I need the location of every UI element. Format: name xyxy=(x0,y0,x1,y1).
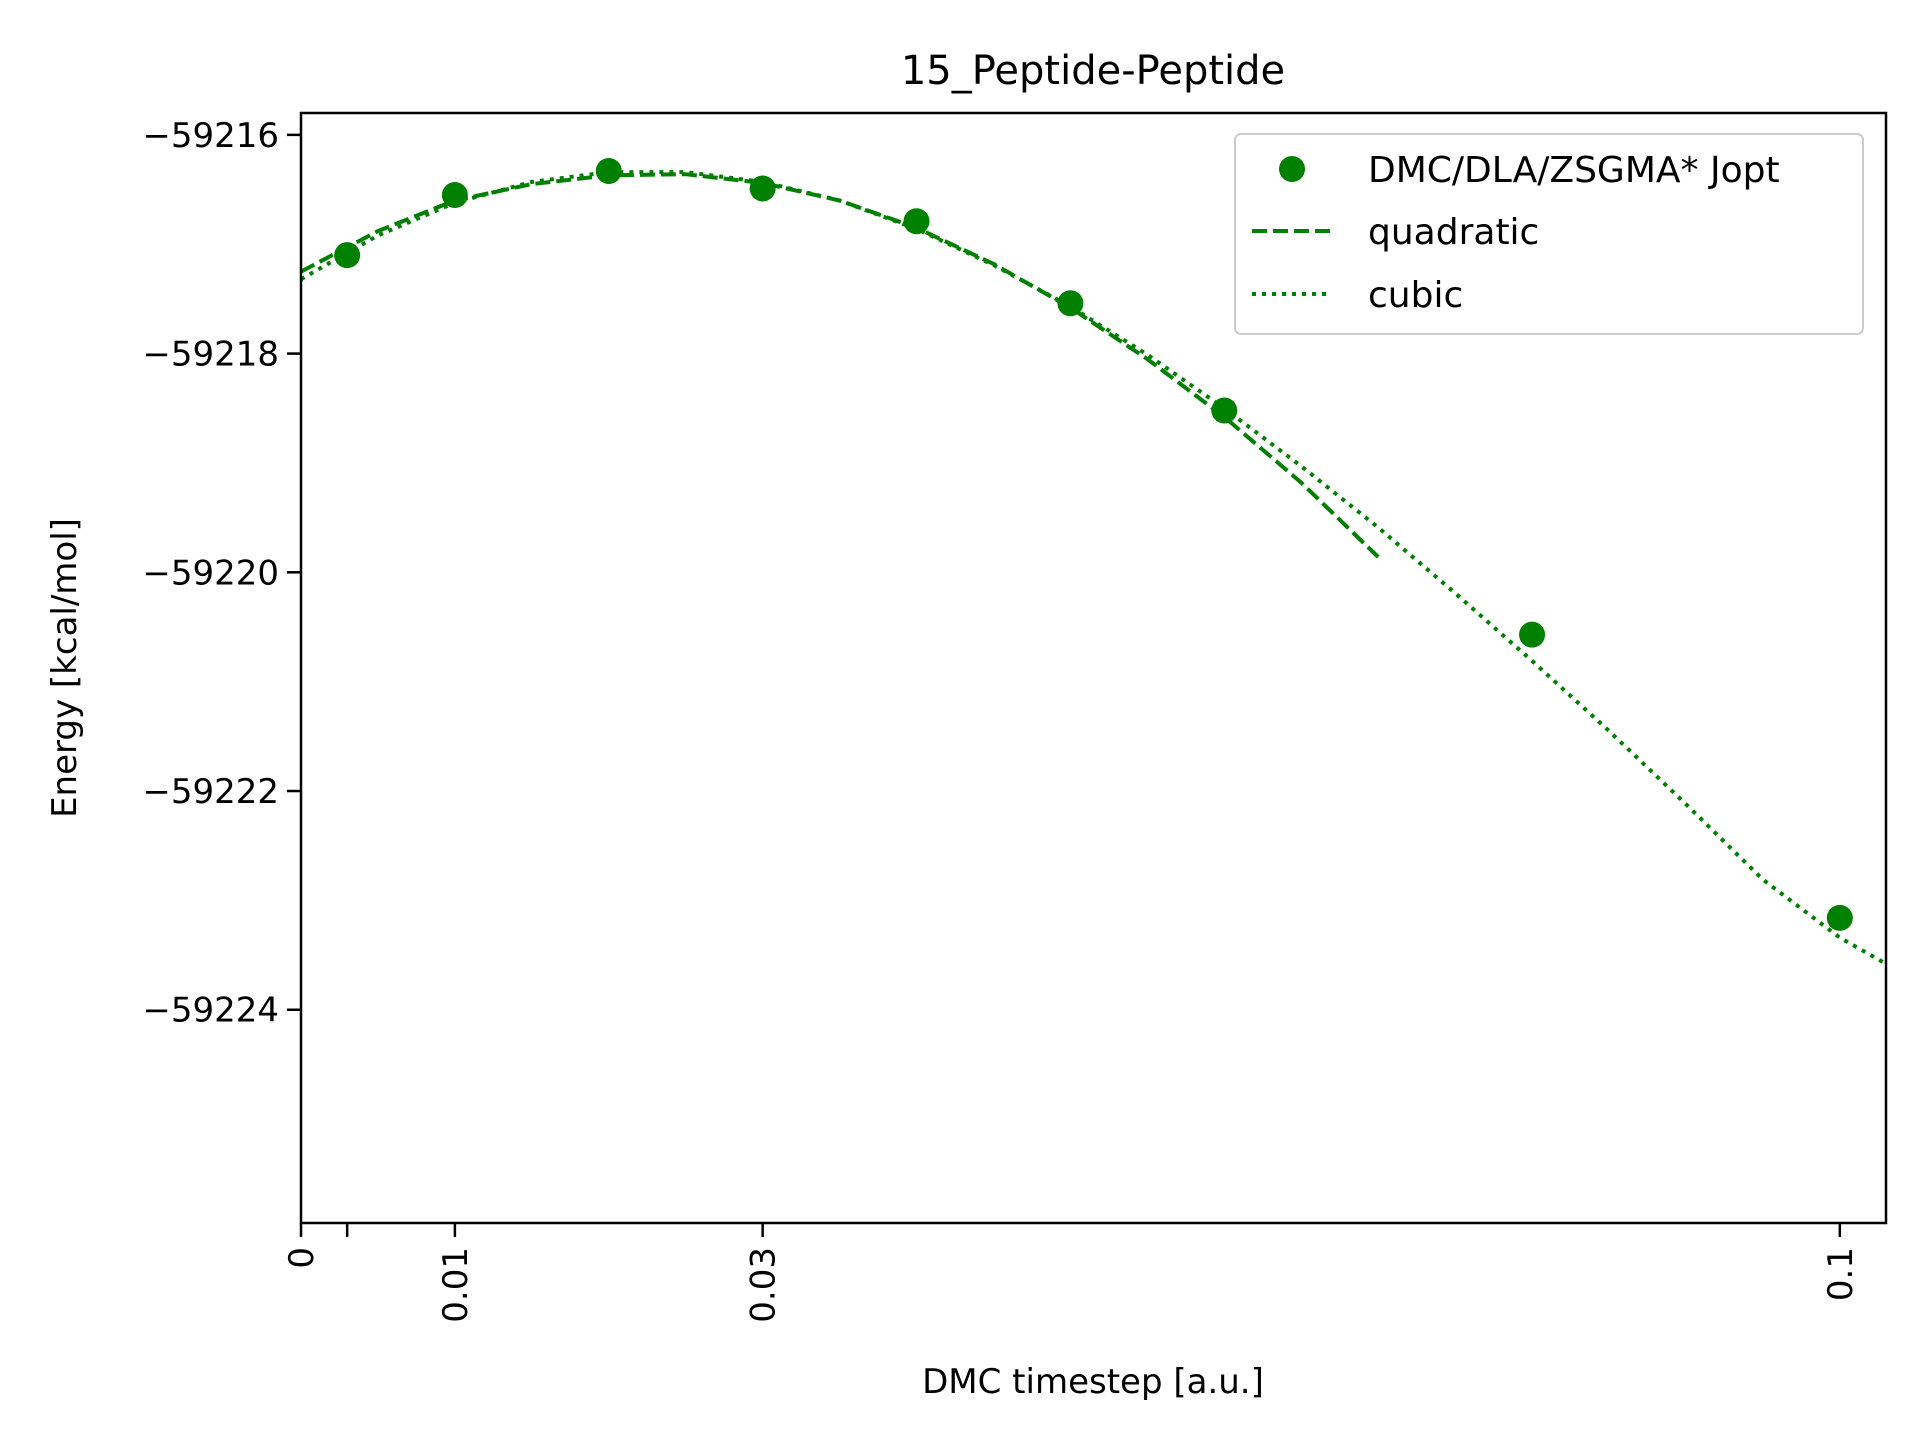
legend-label-quadratic: quadratic xyxy=(1368,212,1539,253)
legend: DMC/DLA/ZSGMA* Jopt quadratic cubic xyxy=(1234,133,1864,335)
data-point xyxy=(1519,621,1546,648)
y-axis: −59216 −59218 −59220 −59222 −59224 xyxy=(142,116,301,1031)
y-tick-label: −59218 xyxy=(142,335,279,375)
plot-frame xyxy=(299,111,1888,1225)
data-point xyxy=(441,182,468,209)
data-point xyxy=(595,157,622,184)
y-tick-label: −59216 xyxy=(142,116,279,156)
legend-frame xyxy=(1234,133,1864,335)
y-tick-label: −59224 xyxy=(142,991,279,1031)
data-point xyxy=(749,175,776,202)
x-axis: 0 0.01 0.03 0.1 xyxy=(282,1223,1861,1323)
x-tick-label: 0.03 xyxy=(744,1247,784,1323)
x-axis-label: DMC timestep [a.u.] xyxy=(922,1362,1264,1402)
legend-marker-dmc xyxy=(1279,156,1305,182)
x-tick-label: 0 xyxy=(282,1247,322,1269)
y-axis-label: Energy [kcal/mol] xyxy=(45,518,85,818)
chart-title: 15_Peptide-Peptide xyxy=(901,48,1285,94)
legend-label-dmc: DMC/DLA/ZSGMA* Jopt xyxy=(1368,150,1780,191)
series-layer xyxy=(301,157,1886,966)
data-point xyxy=(903,208,930,235)
y-tick-label: −59222 xyxy=(142,772,279,812)
x-tick-label: 0.1 xyxy=(1821,1247,1861,1301)
legend-label-cubic: cubic xyxy=(1368,275,1463,316)
y-tick-label: −59220 xyxy=(142,553,279,593)
cubic-fit-line xyxy=(301,170,1886,966)
data-point xyxy=(1826,904,1853,931)
x-tick-label: 0.01 xyxy=(436,1247,476,1323)
